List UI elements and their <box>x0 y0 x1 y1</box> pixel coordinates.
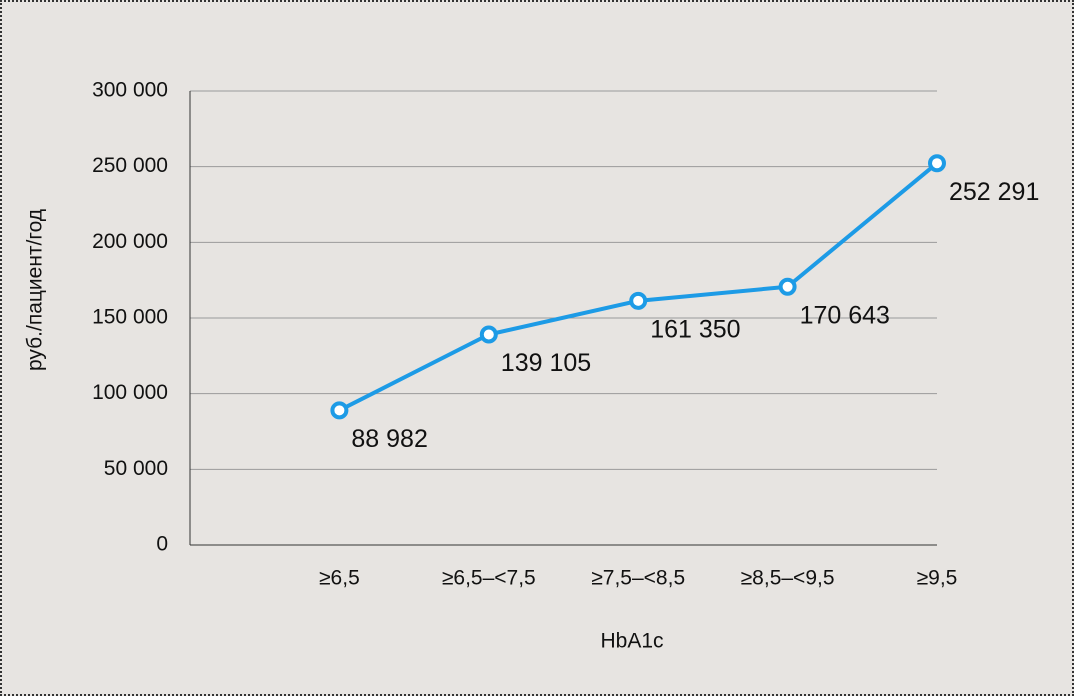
y-tick-label: 150 000 <box>92 306 168 329</box>
data-point <box>629 291 648 310</box>
data-point <box>778 277 797 296</box>
x-tick-label: ≥6,5 <box>319 567 360 590</box>
x-tick-label: ≥7,5–<8,5 <box>591 567 685 590</box>
data-point <box>479 325 498 344</box>
data-label: 139 105 <box>501 349 591 377</box>
data-line <box>338 161 939 413</box>
data-label: 252 291 <box>949 178 1039 206</box>
data-label: 170 643 <box>800 301 890 329</box>
y-tick-label: 200 000 <box>92 230 168 253</box>
data-point <box>928 154 946 173</box>
data-point <box>330 401 349 420</box>
y-tick-label: 250 000 <box>92 154 168 177</box>
data-label: 161 350 <box>650 315 740 343</box>
y-tick-label: 300 000 <box>92 79 168 102</box>
x-tick-label: ≥9,5 <box>917 567 958 590</box>
x-axis-title: HbA1c <box>600 630 663 653</box>
data-label: 88 982 <box>351 425 427 453</box>
y-axis-title: руб./пациент/год <box>24 209 47 371</box>
x-tick-label: ≥8,5–<9,5 <box>741 567 835 590</box>
x-tick-label: ≥6,5–<7,5 <box>442 567 536 590</box>
y-tick-label: 50 000 <box>104 457 168 480</box>
y-tick-label: 0 <box>156 533 168 556</box>
y-tick-label: 100 000 <box>92 381 168 404</box>
